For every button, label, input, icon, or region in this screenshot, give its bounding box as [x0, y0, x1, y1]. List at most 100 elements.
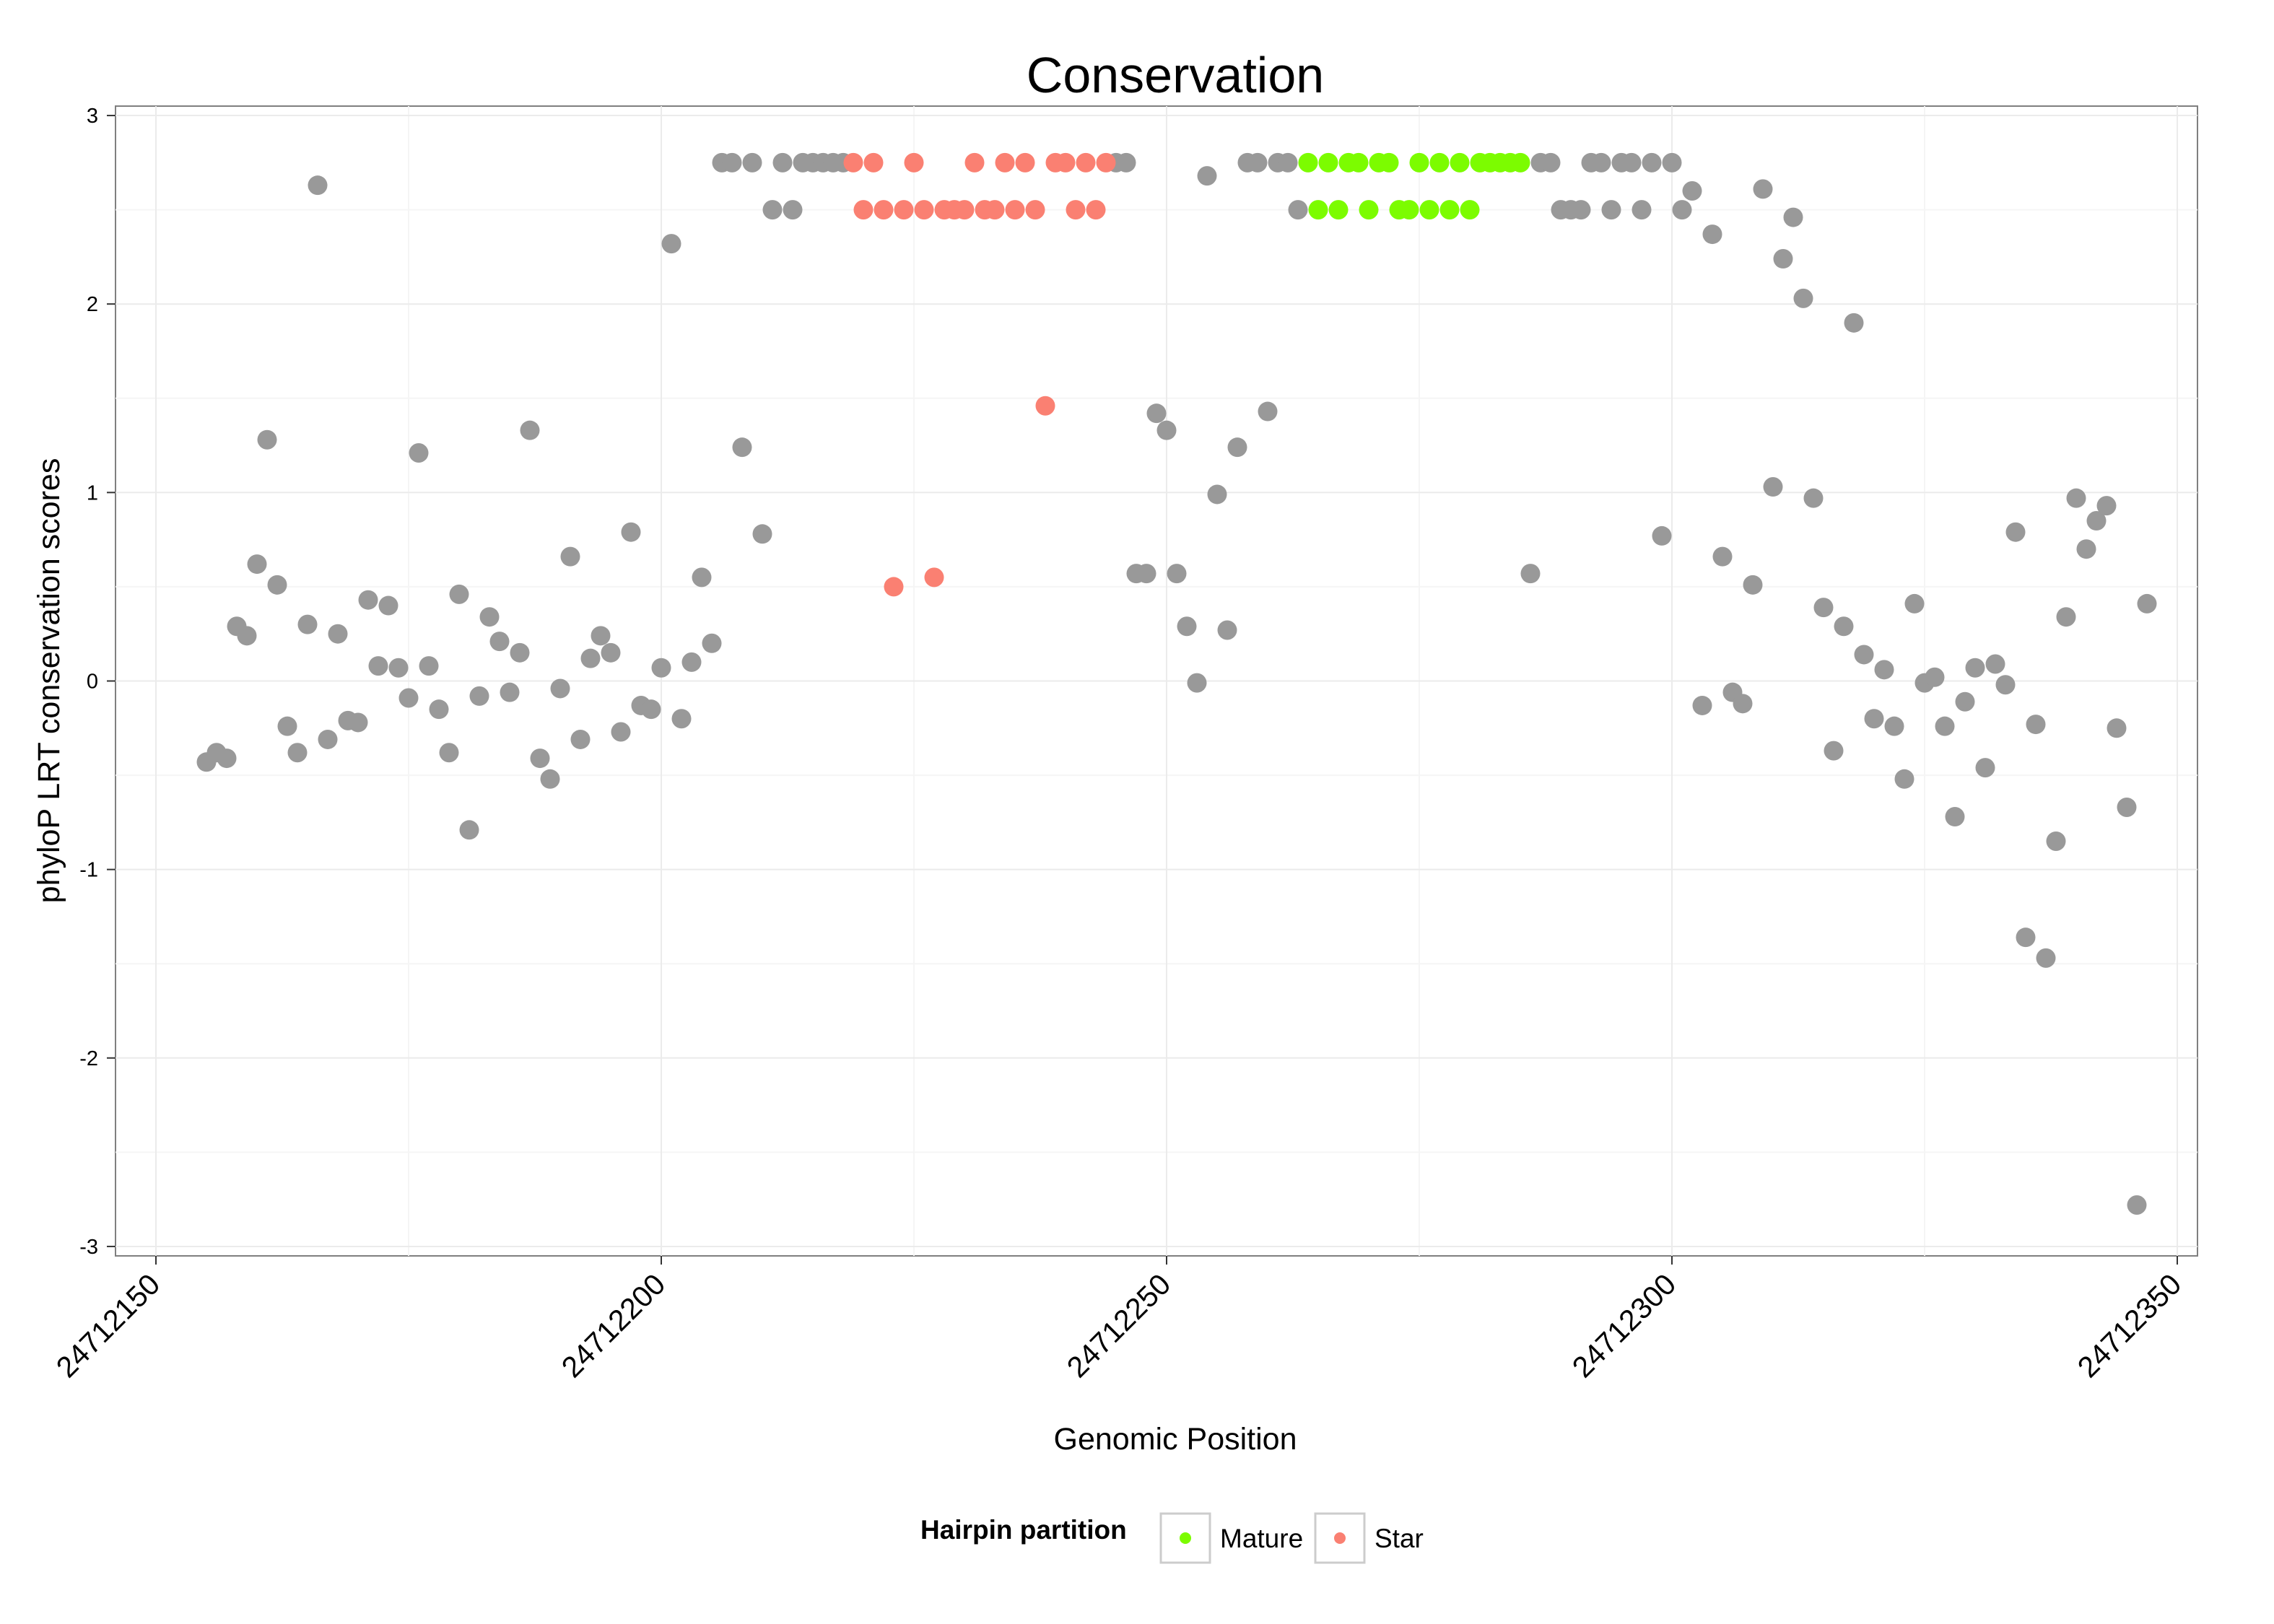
data-point	[1066, 200, 1086, 220]
data-point	[1247, 152, 1268, 173]
data-point	[692, 567, 712, 588]
data-point	[1975, 758, 1995, 778]
data-point	[1136, 564, 1156, 584]
data-point	[388, 658, 409, 678]
data-point	[661, 234, 681, 254]
data-point	[247, 554, 267, 575]
data-point	[1783, 207, 1803, 227]
data-point	[1379, 152, 1399, 173]
series-star	[843, 152, 1116, 597]
data-point	[297, 614, 318, 634]
data-point	[1945, 807, 1965, 827]
data-point	[2046, 831, 2066, 851]
data-point	[621, 522, 641, 542]
data-point	[1076, 152, 1096, 173]
data-point	[1803, 488, 1824, 508]
data-point	[1177, 616, 1197, 637]
data-point	[2066, 488, 2086, 508]
y-axis-title: phyloP LRT conservation scores	[32, 458, 66, 904]
data-point	[1712, 546, 1733, 567]
data-point	[1894, 769, 1914, 789]
data-point	[1884, 716, 1904, 736]
data-point	[1278, 152, 1298, 173]
x-axis-title: Genomic Position	[1054, 1422, 1297, 1457]
data-point	[2026, 715, 2046, 735]
data-point	[217, 748, 237, 769]
data-point	[894, 200, 914, 220]
data-point	[439, 743, 459, 763]
data-point	[1450, 152, 1470, 173]
data-point	[1743, 575, 1763, 595]
data-point	[1925, 667, 1945, 687]
x-tick-label: 24712300	[1566, 1267, 1683, 1384]
data-point	[1227, 437, 1247, 458]
data-point	[530, 748, 550, 769]
data-point	[1005, 200, 1025, 220]
data-point	[287, 743, 308, 763]
y-tick-label: 2	[87, 293, 98, 316]
data-point	[1429, 152, 1450, 173]
data-point	[1207, 484, 1227, 505]
data-point	[358, 590, 378, 610]
data-point	[1096, 152, 1116, 173]
data-point	[884, 577, 904, 597]
data-point	[1793, 288, 1813, 308]
data-point	[853, 200, 874, 220]
data-point	[1359, 200, 1379, 220]
legend-label-mature: Mature	[1220, 1524, 1303, 1553]
data-point	[1571, 200, 1591, 220]
data-point	[1591, 152, 1611, 173]
data-point	[550, 678, 570, 699]
data-point	[1460, 200, 1480, 220]
data-point	[1813, 598, 1834, 618]
data-points	[196, 152, 2157, 1215]
y-tick-label: 3	[87, 105, 98, 128]
data-point	[2086, 511, 2107, 531]
data-point	[611, 722, 631, 742]
data-point	[489, 632, 510, 652]
data-point	[954, 200, 975, 220]
data-point	[398, 688, 419, 708]
x-tick-label: 24712250	[1060, 1267, 1177, 1384]
data-point	[1965, 658, 1985, 678]
data-point	[1308, 200, 1328, 220]
data-point	[308, 175, 328, 196]
data-point	[924, 567, 944, 588]
data-point	[1328, 200, 1349, 220]
data-point	[985, 200, 1005, 220]
grid-lines	[116, 106, 2197, 1256]
data-point	[2137, 593, 2157, 614]
data-point	[1733, 694, 1753, 714]
data-point	[742, 152, 762, 173]
data-point	[964, 152, 985, 173]
y-tick-label: -2	[79, 1047, 98, 1070]
data-point	[1753, 179, 1773, 199]
data-point	[1621, 152, 1642, 173]
data-point	[1055, 152, 1076, 173]
data-point	[1874, 660, 1894, 680]
data-point	[1419, 200, 1439, 220]
data-point	[681, 652, 702, 672]
data-point	[2005, 522, 2026, 542]
data-point	[1318, 152, 1338, 173]
data-point	[2036, 948, 2056, 968]
data-point	[1995, 675, 2016, 695]
data-point	[2107, 718, 2127, 738]
data-point	[762, 200, 783, 220]
chart-title: Conservation	[1027, 47, 1324, 103]
data-point	[1146, 403, 1167, 424]
series-other	[196, 152, 2157, 1215]
data-point	[429, 699, 449, 720]
data-point	[1601, 200, 1621, 220]
data-point	[1035, 396, 1055, 416]
data-point	[1025, 200, 1045, 220]
data-point	[2016, 927, 2036, 948]
data-point	[591, 626, 611, 646]
data-point	[2096, 496, 2117, 516]
data-point	[2127, 1195, 2147, 1215]
data-point	[570, 729, 591, 749]
legend-marker-star	[1334, 1532, 1346, 1544]
data-point	[1217, 620, 1237, 640]
data-point	[2117, 797, 2137, 817]
y-tick-label: -1	[79, 859, 98, 882]
